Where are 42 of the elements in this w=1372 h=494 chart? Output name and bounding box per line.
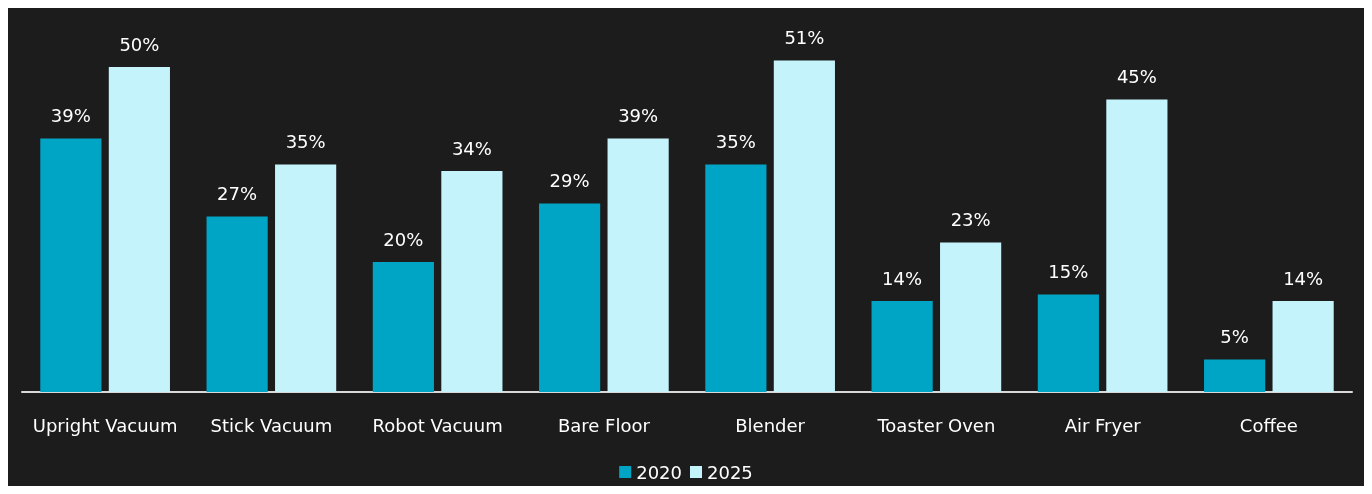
x-tick-label: Stick Vacuum [210, 414, 333, 436]
data-label: 35% [715, 131, 756, 152]
data-label: 23% [950, 209, 991, 230]
x-tick-label: Bare Floor [557, 414, 651, 436]
bar [940, 242, 1002, 392]
bar [441, 171, 503, 392]
data-label: 39% [50, 105, 91, 126]
data-label: 14% [882, 267, 923, 289]
bar [1204, 359, 1266, 392]
bar [275, 164, 337, 392]
x-tick-label: Blender [735, 414, 806, 436]
legend-label: 2020 [636, 461, 682, 483]
bar [1272, 301, 1334, 392]
data-label: 14% [1283, 267, 1324, 289]
bar [40, 138, 102, 392]
bar [372, 262, 434, 392]
data-label: 35% [285, 131, 326, 152]
x-tick-label: Toaster Oven [876, 414, 996, 436]
bar [871, 301, 933, 392]
x-tick-label: Coffee [1239, 414, 1298, 436]
x-tick-label: Upright Vacuum [32, 414, 178, 436]
data-label: 29% [549, 170, 590, 191]
data-label: 20% [383, 228, 424, 250]
data-label: 39% [618, 105, 659, 126]
legend-label: 2025 [707, 461, 753, 483]
bar [206, 216, 268, 392]
bar [539, 203, 601, 392]
data-label: 45% [1116, 66, 1157, 87]
data-label: 50% [119, 33, 160, 55]
bar [108, 67, 170, 392]
x-tick-label: Robot Vacuum [372, 414, 503, 436]
bar [1037, 294, 1099, 392]
x-tick-label: Air Fryer [1064, 414, 1142, 436]
data-label: 5% [1220, 326, 1249, 347]
bar [705, 164, 767, 392]
data-label: 15% [1048, 261, 1089, 282]
bar [773, 60, 835, 392]
bar [607, 138, 669, 392]
data-label: 34% [451, 137, 492, 159]
data-label: 27% [217, 183, 258, 204]
bar [1106, 99, 1168, 392]
data-label: 51% [784, 27, 825, 48]
